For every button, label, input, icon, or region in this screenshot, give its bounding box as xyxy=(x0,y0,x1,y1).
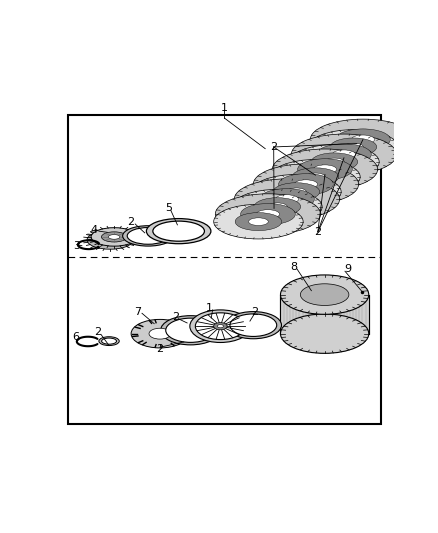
Ellipse shape xyxy=(99,337,119,345)
Ellipse shape xyxy=(256,209,279,219)
Polygon shape xyxy=(280,295,369,334)
Polygon shape xyxy=(411,120,425,159)
Ellipse shape xyxy=(102,232,127,242)
Text: 2: 2 xyxy=(314,227,321,237)
Ellipse shape xyxy=(311,153,358,171)
Text: 1: 1 xyxy=(221,103,228,113)
Ellipse shape xyxy=(313,165,336,174)
Ellipse shape xyxy=(214,322,227,330)
Ellipse shape xyxy=(268,203,287,211)
Text: 2: 2 xyxy=(270,142,277,152)
Ellipse shape xyxy=(91,228,137,246)
Ellipse shape xyxy=(330,138,377,156)
Ellipse shape xyxy=(225,312,282,339)
Ellipse shape xyxy=(272,149,378,190)
Ellipse shape xyxy=(344,143,363,151)
Ellipse shape xyxy=(291,134,396,175)
Ellipse shape xyxy=(254,198,300,216)
Ellipse shape xyxy=(325,158,344,166)
Ellipse shape xyxy=(260,189,314,210)
Ellipse shape xyxy=(286,188,306,196)
Ellipse shape xyxy=(234,179,339,220)
Text: 2: 2 xyxy=(172,312,179,322)
Ellipse shape xyxy=(311,119,416,160)
Ellipse shape xyxy=(235,213,282,231)
Ellipse shape xyxy=(233,189,322,224)
Ellipse shape xyxy=(294,180,318,189)
Text: 9: 9 xyxy=(344,264,351,274)
Text: 7: 7 xyxy=(134,306,141,317)
Ellipse shape xyxy=(102,338,117,344)
Ellipse shape xyxy=(123,225,173,246)
Ellipse shape xyxy=(253,164,359,205)
Ellipse shape xyxy=(87,231,133,249)
Text: 1: 1 xyxy=(206,303,213,313)
Ellipse shape xyxy=(230,314,277,336)
Ellipse shape xyxy=(249,218,268,225)
Ellipse shape xyxy=(290,144,379,179)
Ellipse shape xyxy=(292,168,339,186)
Ellipse shape xyxy=(127,228,169,244)
Text: 3: 3 xyxy=(74,241,81,252)
Text: 2: 2 xyxy=(94,327,101,337)
Ellipse shape xyxy=(317,144,371,165)
Ellipse shape xyxy=(252,174,341,209)
Text: 2: 2 xyxy=(251,306,258,317)
Ellipse shape xyxy=(351,135,374,144)
Ellipse shape xyxy=(190,310,251,343)
Ellipse shape xyxy=(153,221,205,241)
Ellipse shape xyxy=(240,204,295,225)
Ellipse shape xyxy=(215,194,321,235)
Ellipse shape xyxy=(108,235,120,239)
Text: 8: 8 xyxy=(290,262,298,272)
Ellipse shape xyxy=(276,195,299,204)
Text: 4: 4 xyxy=(90,225,97,235)
Ellipse shape xyxy=(131,319,189,348)
Text: 5: 5 xyxy=(165,203,172,213)
Text: 6: 6 xyxy=(72,332,79,342)
Ellipse shape xyxy=(306,173,325,181)
Ellipse shape xyxy=(300,284,349,305)
Ellipse shape xyxy=(214,204,303,239)
Ellipse shape xyxy=(271,159,360,194)
Ellipse shape xyxy=(161,316,220,345)
Ellipse shape xyxy=(217,325,223,328)
Ellipse shape xyxy=(280,275,369,314)
Text: 2: 2 xyxy=(127,217,135,227)
Ellipse shape xyxy=(273,183,320,201)
Ellipse shape xyxy=(332,150,356,159)
Ellipse shape xyxy=(195,313,245,340)
Ellipse shape xyxy=(336,129,390,150)
Ellipse shape xyxy=(309,130,398,164)
Ellipse shape xyxy=(146,219,211,244)
Text: 2: 2 xyxy=(156,344,163,354)
Ellipse shape xyxy=(297,159,352,180)
Ellipse shape xyxy=(166,318,215,342)
Ellipse shape xyxy=(279,174,333,195)
Ellipse shape xyxy=(149,328,171,339)
Ellipse shape xyxy=(280,314,369,353)
